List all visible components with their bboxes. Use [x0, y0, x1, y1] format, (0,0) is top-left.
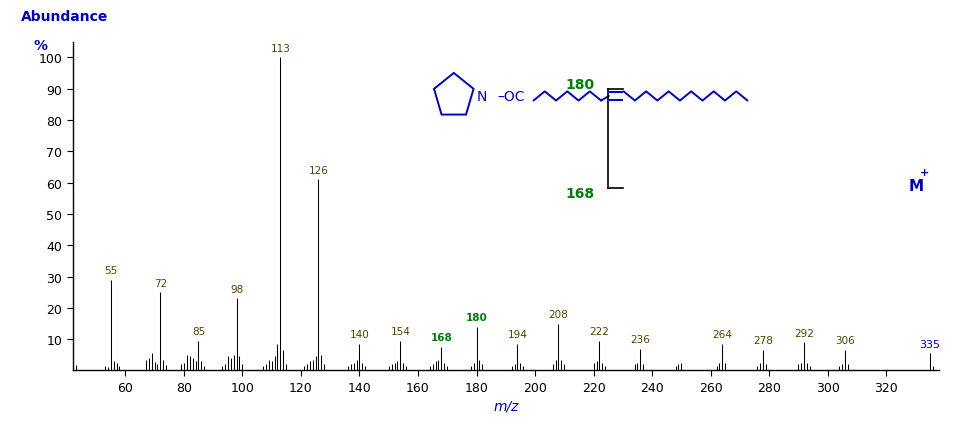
- Text: 208: 208: [549, 309, 568, 319]
- Text: N: N: [476, 90, 487, 104]
- Text: 278: 278: [753, 336, 773, 345]
- Text: 306: 306: [835, 336, 855, 345]
- Text: 335: 335: [920, 339, 941, 349]
- Text: 292: 292: [795, 328, 814, 338]
- Text: 126: 126: [309, 165, 328, 176]
- Text: 98: 98: [229, 284, 243, 294]
- Text: 154: 154: [390, 326, 410, 336]
- Text: 168: 168: [431, 333, 452, 343]
- Text: 140: 140: [349, 329, 370, 340]
- Text: M: M: [909, 178, 923, 193]
- Text: 222: 222: [590, 326, 610, 336]
- Text: 168: 168: [566, 187, 595, 201]
- Text: –OC: –OC: [498, 90, 525, 104]
- Text: Abundance: Abundance: [20, 10, 108, 24]
- Text: 194: 194: [507, 329, 528, 340]
- Text: 85: 85: [192, 326, 205, 336]
- Text: 72: 72: [154, 278, 167, 288]
- Text: 55: 55: [104, 265, 117, 275]
- X-axis label: m/z: m/z: [493, 398, 519, 412]
- Text: 236: 236: [630, 334, 650, 344]
- Text: 264: 264: [712, 329, 733, 340]
- Text: +: +: [920, 167, 929, 177]
- Text: 180: 180: [466, 312, 487, 322]
- Text: 180: 180: [566, 78, 595, 92]
- Text: %: %: [34, 39, 47, 53]
- Text: 113: 113: [270, 43, 290, 54]
